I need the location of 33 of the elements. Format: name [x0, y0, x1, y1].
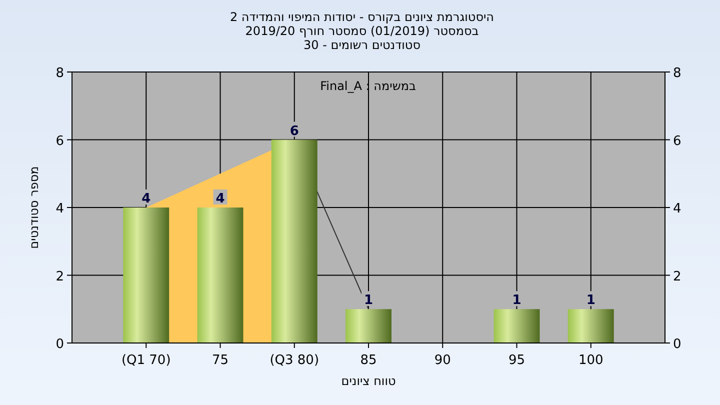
y2-tick-label: 6 [673, 134, 682, 149]
y-tick-label: 0 [56, 337, 64, 352]
x-tick-label: 90 [434, 353, 451, 368]
y-tick-label: 2 [56, 269, 64, 284]
bar [271, 140, 318, 343]
y2-tick-label: 2 [673, 269, 682, 284]
bar [568, 309, 614, 343]
x-tick-label: 100 [578, 353, 604, 368]
x-tick-label: 95 [508, 353, 526, 368]
bar [494, 309, 540, 343]
y2-tick-label: 0 [673, 337, 682, 352]
data-label: 4 [142, 192, 151, 206]
data-label: 1 [512, 293, 522, 308]
y-tick-label: 6 [56, 134, 64, 149]
y-tick-label: 8 [56, 66, 64, 81]
data-label: 4 [216, 192, 225, 206]
chart-subtitle: בסמסטר (01/2019) סמסטר חורף 2019/20 סטודנטים רשומים - 30 [245, 24, 479, 52]
data-label: 1 [364, 293, 374, 308]
bar [197, 208, 244, 343]
y2-tick-label: 4 [673, 202, 682, 216]
data-label: 6 [290, 124, 299, 139]
bar [123, 208, 170, 343]
bar [346, 309, 392, 343]
chart-title: היסטוגרמת ציונים בקורס - יסודות המיפוי והמדידה 2 [230, 10, 494, 24]
y-tick-label: 4 [56, 202, 64, 216]
x-tick-label: 75 [212, 353, 229, 368]
y-axis-title: מספר סטודנטים [27, 166, 41, 249]
x-tick-label: (Q3 80) [270, 353, 320, 368]
x-tick-label: 85 [360, 353, 377, 368]
x-axis-title: טווח ציונים [341, 374, 396, 388]
x-tick-label: (Q1 70) [121, 353, 171, 368]
y2-tick-label: 8 [673, 66, 682, 81]
data-label: 1 [586, 293, 596, 308]
